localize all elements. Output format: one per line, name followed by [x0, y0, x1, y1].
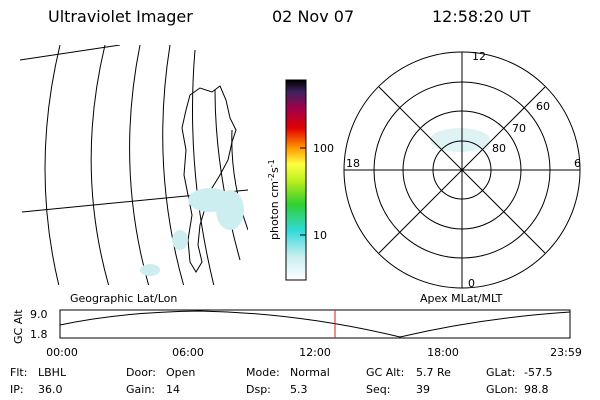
- info-value: 39: [416, 383, 430, 396]
- x-tick-label: 00:00: [46, 346, 78, 359]
- info-value: 98.8: [524, 383, 549, 396]
- info-label: Door:: [126, 366, 156, 379]
- map: [20, 45, 248, 285]
- mlt-line: [378, 86, 546, 254]
- info-label: Gain:: [126, 383, 155, 396]
- colorbar: [285, 79, 307, 281]
- colorbar-tick-label: 100: [313, 142, 334, 155]
- info-label: IP:: [10, 383, 24, 396]
- polar-label: Apex MLat/MLT: [420, 292, 503, 305]
- x-tick-label: 23:59: [550, 346, 582, 359]
- mlat-label: 70: [512, 122, 526, 135]
- info-label: GC Alt:: [366, 366, 404, 379]
- y-tick-label: 9.0: [30, 308, 48, 321]
- info-label: Seq:: [366, 383, 390, 396]
- altitude-axis-label: GC Alt: [12, 309, 25, 344]
- info-value: Open: [166, 366, 195, 379]
- mlt-label: 6: [574, 157, 581, 170]
- time: 12:58:20 UT: [432, 7, 531, 26]
- info-value: 5.7 Re: [416, 366, 451, 379]
- unit: photon cm: [268, 181, 281, 240]
- map-grid: [90, 45, 110, 285]
- map-grid: [231, 129, 248, 231]
- info-label: GLon:: [486, 383, 518, 396]
- altitude-curve: [59, 310, 571, 338]
- polar-plot: [343, 51, 581, 289]
- map-grid: [162, 45, 185, 285]
- mlt-label: 12: [472, 50, 486, 63]
- colorbar-tick-label: 10: [313, 229, 327, 242]
- map-grid: [44, 45, 61, 285]
- colorbar-label: photon cm-2s-1: [267, 159, 281, 240]
- info-label: Flt:: [10, 366, 27, 379]
- x-tick-label: 12:00: [299, 346, 331, 359]
- info-label: Dsp:: [246, 383, 271, 396]
- exponent: -1: [267, 159, 276, 167]
- coastline: [181, 85, 237, 273]
- date: 02 Nov 07: [272, 7, 354, 26]
- mlat-label: 80: [492, 142, 506, 155]
- info-label: GLat:: [486, 366, 515, 379]
- aurora: [140, 188, 244, 276]
- map-grid: [129, 45, 150, 285]
- info-value: 14: [166, 383, 180, 396]
- map-grid: [20, 45, 121, 61]
- map-label: Geographic Lat/Lon: [70, 292, 177, 305]
- info-value: 5.3: [290, 383, 308, 396]
- info-value: 36.0: [38, 383, 63, 396]
- info-value: -57.5: [524, 366, 552, 379]
- altitude-frame: [59, 309, 571, 339]
- x-tick-label: 06:00: [172, 346, 204, 359]
- y-tick-label: 1.8: [30, 328, 48, 341]
- map-grid: [214, 89, 241, 261]
- map-grid: [192, 49, 215, 285]
- mlt-label: 18: [346, 157, 360, 170]
- title: Ultraviolet Imager: [48, 7, 193, 26]
- unit: s: [268, 167, 281, 173]
- mlt-label: 0: [468, 277, 475, 290]
- mlat-label: 60: [536, 100, 550, 113]
- x-tick-label: 18:00: [427, 346, 459, 359]
- exponent: -2: [267, 173, 276, 181]
- info-value: LBHL: [38, 366, 67, 379]
- info-value: Normal: [290, 366, 330, 379]
- info-label: Mode:: [246, 366, 280, 379]
- info-panel: Flt: LBHL Door: Open Mode: Normal GC Alt: 5.7 R…: [10, 366, 552, 396]
